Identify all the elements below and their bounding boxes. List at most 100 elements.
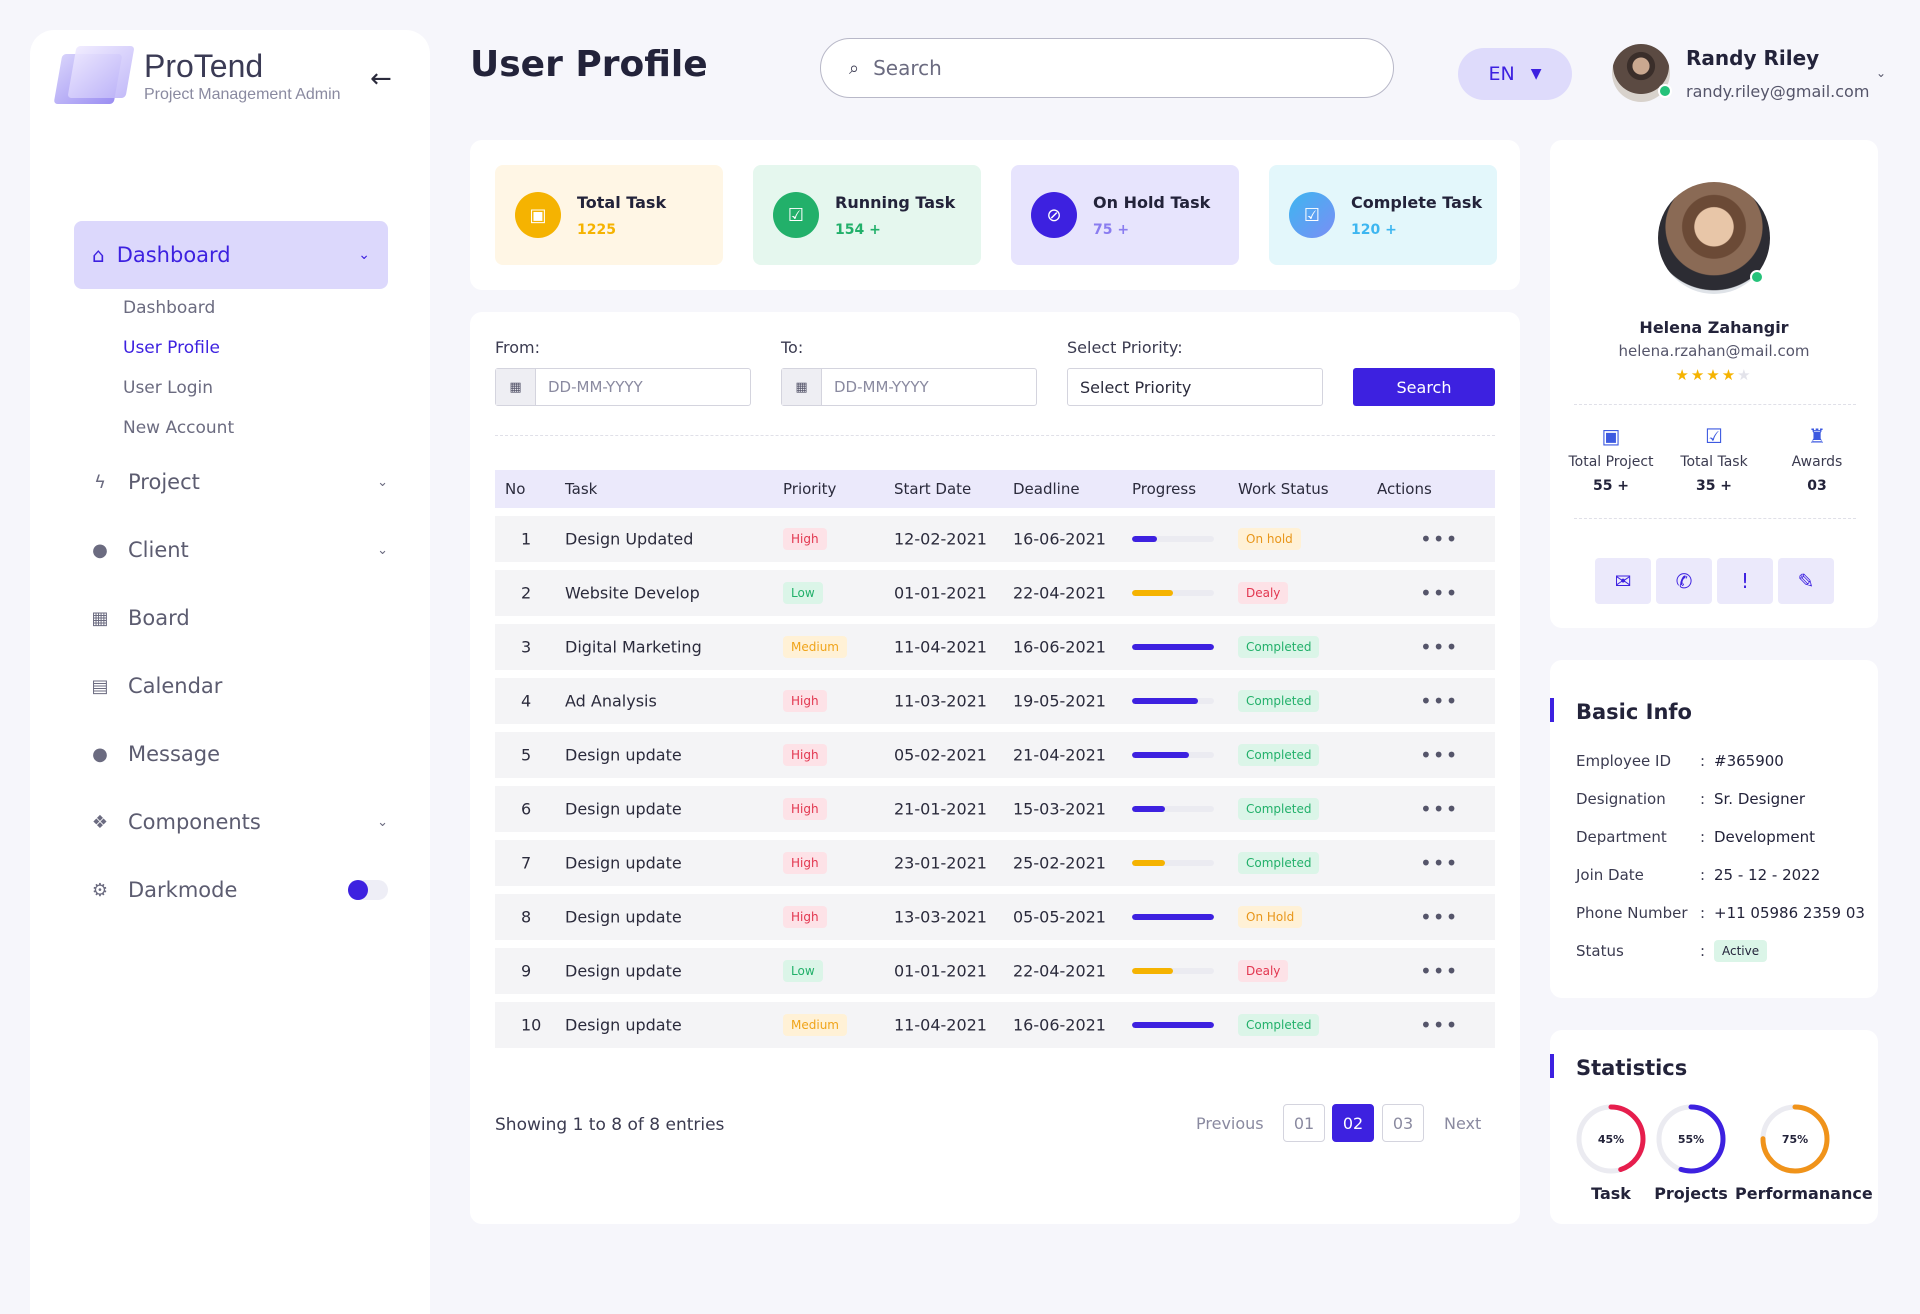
more-actions-icon[interactable]: •••	[1420, 743, 1459, 767]
progress-fill	[1132, 1022, 1214, 1028]
cell-start-date: 12-02-2021	[894, 529, 987, 549]
chevron-down-icon: ⌄	[358, 247, 370, 263]
sidebar-item-client[interactable]: ● Client ⌄	[88, 538, 388, 562]
cell-no: 9	[521, 961, 532, 981]
subitem-dashboard[interactable]: Dashboard	[123, 298, 216, 318]
cell-start-date: 01-01-2021	[894, 583, 987, 603]
cell-deadline: 22-04-2021	[1013, 961, 1106, 981]
subitem-new-account[interactable]: New Account	[123, 418, 235, 438]
more-actions-icon[interactable]: •••	[1420, 797, 1459, 821]
to-date-input[interactable]: ▦ DD-MM-YYYY	[781, 368, 1037, 406]
brand-subtitle: Project Management Admin	[144, 86, 341, 103]
profile-avatar	[1658, 182, 1770, 294]
info-colon: :	[1700, 866, 1706, 884]
more-actions-icon[interactable]: •••	[1420, 635, 1459, 659]
clipboard-icon: ☑	[1289, 192, 1335, 238]
cell-start-date: 11-03-2021	[894, 691, 987, 711]
stat-title: On Hold Task	[1093, 192, 1211, 212]
cell-no: 4	[521, 691, 532, 711]
pagination-previous[interactable]: Previous	[1196, 1113, 1264, 1133]
avatar[interactable]	[1612, 44, 1672, 102]
brand-name: ProTend	[144, 48, 264, 84]
stat-on-hold-task: ⊘ On Hold Task 75 +	[1011, 165, 1239, 265]
table-row: 2 Website Develop Low 01-01-2021 22-04-2021 D…	[495, 570, 1495, 616]
from-date-input[interactable]: ▦ DD-MM-YYYY	[495, 368, 751, 406]
pagination-next[interactable]: Next	[1444, 1113, 1482, 1133]
user-icon: ●	[92, 539, 108, 561]
sidebar-item-message[interactable]: ● Message	[88, 742, 388, 766]
more-actions-icon[interactable]: •••	[1420, 1013, 1459, 1037]
profile-stat-label: Awards	[1791, 454, 1843, 470]
table-row: 1 Design Updated High 12-02-2021 16-06-2021 O…	[495, 516, 1495, 562]
edit-icon[interactable]: ✎	[1778, 558, 1834, 604]
table-row: 4 Ad Analysis High 11-03-2021 19-05-2021 Comp…	[495, 678, 1495, 724]
more-actions-icon[interactable]: •••	[1420, 527, 1459, 551]
user-name[interactable]: Randy Riley	[1686, 46, 1820, 70]
pagination-page-1[interactable]: 01	[1283, 1104, 1325, 1142]
home-icon: ⌂	[92, 243, 105, 267]
pagination-page-3[interactable]: 03	[1382, 1104, 1424, 1142]
star-icon: ★	[1690, 366, 1707, 384]
star-icon: ★	[1737, 366, 1753, 384]
profile-name: Helena Zahangir	[1639, 318, 1789, 337]
profile-stat-awards: ♜ Awards 03	[1762, 424, 1872, 494]
table-row: 10 Design update Medium 11-04-2021 16-06-202…	[495, 1002, 1495, 1048]
sidebar-item-label: Calendar	[128, 674, 223, 698]
priority-badge: High	[783, 690, 827, 712]
calendar-icon: ▦	[496, 369, 536, 405]
priority-badge: High	[783, 528, 827, 550]
progress-fill	[1132, 644, 1214, 650]
subitem-user-login[interactable]: User Login	[123, 378, 214, 398]
mail-icon[interactable]: ✉	[1595, 558, 1651, 604]
more-actions-icon[interactable]: •••	[1420, 905, 1459, 929]
pagination-page-2[interactable]: 02	[1332, 1104, 1374, 1142]
status-badge: Completed	[1238, 690, 1320, 712]
clipboard-check-icon: ☑	[773, 192, 819, 238]
ring-label: Projects	[1654, 1184, 1728, 1203]
more-actions-icon[interactable]: •••	[1420, 959, 1459, 983]
col-header: No	[505, 480, 526, 498]
cell-deadline: 16-06-2021	[1013, 637, 1106, 657]
cell-deadline: 25-02-2021	[1013, 853, 1106, 873]
progress-ring-performanance: 75%	[1760, 1104, 1830, 1174]
priority-badge: Medium	[783, 1014, 847, 1036]
divider	[1574, 404, 1856, 405]
progress-ring-task: 45%	[1576, 1104, 1646, 1174]
chevron-down-icon[interactable]: ⌄	[1876, 66, 1887, 80]
gear-icon: ⚙	[91, 879, 109, 901]
sidebar-item-dashboard[interactable]: ⌂ Dashboard ⌄	[74, 221, 388, 289]
progress-fill	[1132, 968, 1173, 974]
darkmode-toggle[interactable]	[348, 880, 388, 900]
info-colon: :	[1700, 752, 1706, 770]
basic-info-title: Basic Info	[1576, 700, 1692, 724]
status-badge: Completed	[1238, 852, 1320, 874]
cell-no: 7	[521, 853, 532, 873]
info-label: Phone Number	[1576, 904, 1688, 922]
profile-stat-label: Total Project	[1568, 454, 1654, 470]
col-header: Work Status	[1238, 480, 1329, 498]
info-label: Designation	[1576, 790, 1666, 808]
subitem-user-profile[interactable]: User Profile	[123, 338, 221, 358]
more-actions-icon[interactable]: •••	[1420, 689, 1459, 713]
info-value: +11 05986 2359 03	[1714, 904, 1865, 922]
more-actions-icon[interactable]: •••	[1420, 581, 1459, 605]
collapse-sidebar-icon[interactable]: ←	[370, 64, 392, 94]
sidebar-item-board[interactable]: ▦ Board	[88, 606, 388, 630]
info-value: Development	[1714, 828, 1815, 846]
phone-icon[interactable]: ✆	[1656, 558, 1712, 604]
cell-start-date: 05-02-2021	[894, 745, 987, 765]
cell-deadline: 16-06-2021	[1013, 1015, 1106, 1035]
col-header: Deadline	[1013, 480, 1080, 498]
status-badge: Active	[1714, 940, 1768, 962]
alert-icon[interactable]: !	[1717, 558, 1773, 604]
sidebar-item-calendar[interactable]: ▤ Calendar	[88, 674, 388, 698]
priority-select[interactable]: Select Priority	[1067, 368, 1323, 406]
search-input[interactable]: ⌕ Search	[820, 38, 1394, 98]
sidebar-item-components[interactable]: ❖ Components ⌄	[88, 810, 388, 834]
sidebar-item-project[interactable]: ϟ Project ⌄	[88, 470, 388, 494]
search-button[interactable]: Search	[1353, 368, 1495, 406]
cell-task: Design update	[565, 907, 682, 927]
language-select[interactable]: EN ▼	[1458, 48, 1572, 100]
calendar-icon: ▤	[91, 675, 109, 697]
more-actions-icon[interactable]: •••	[1420, 851, 1459, 875]
